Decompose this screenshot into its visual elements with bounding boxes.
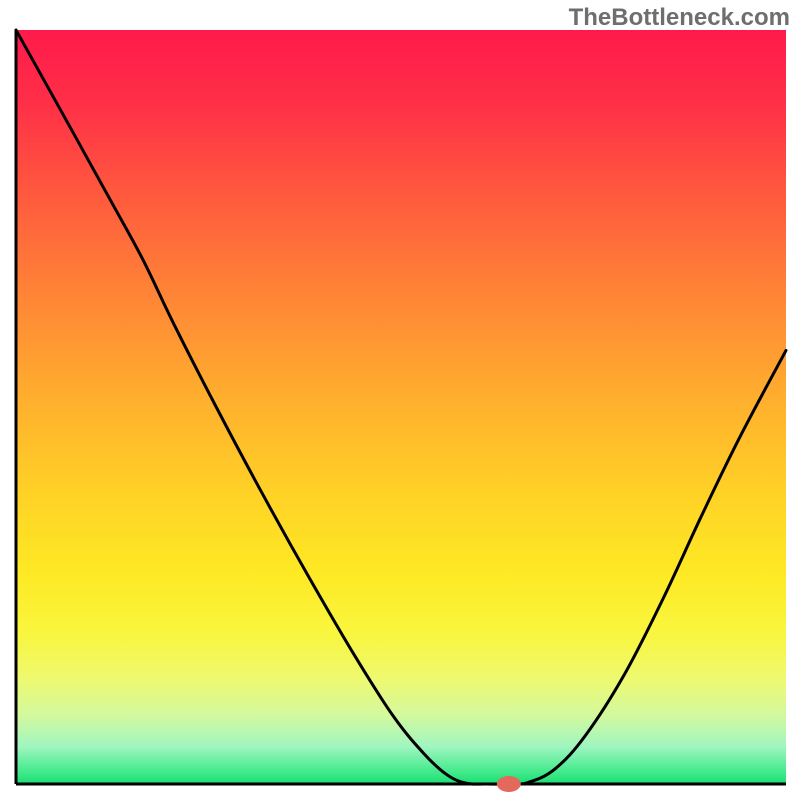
bottleneck-chart xyxy=(0,0,800,800)
optimal-marker xyxy=(497,776,521,792)
watermark-text: TheBottleneck.com xyxy=(569,4,790,32)
plot-background xyxy=(16,30,786,784)
chart-container: { "watermark": { "text": "TheBottleneck.… xyxy=(0,0,800,800)
watermark-label: TheBottleneck.com xyxy=(569,4,790,31)
